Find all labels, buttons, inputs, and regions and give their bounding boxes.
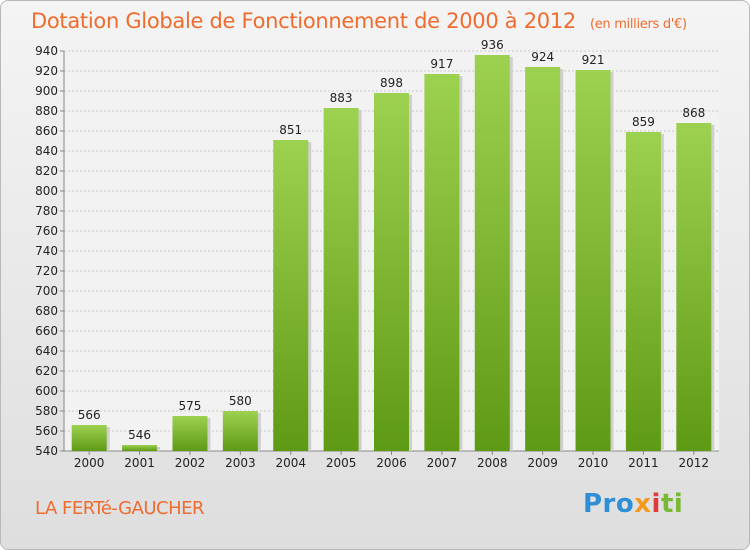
x-tick-label: 2007 — [427, 456, 458, 470]
y-tick-label: 840 — [35, 144, 58, 158]
bar — [525, 67, 561, 451]
bar-value-label: 859 — [632, 115, 655, 129]
y-tick-label: 740 — [35, 244, 58, 258]
bar — [374, 93, 409, 451]
x-tick-label: 2000 — [74, 456, 105, 470]
bar — [273, 140, 309, 451]
y-tick-label: 760 — [35, 224, 58, 238]
x-tick-label: 2006 — [376, 456, 407, 470]
bar — [323, 108, 359, 451]
bar — [575, 70, 611, 451]
x-tick-label: 2003 — [225, 456, 256, 470]
y-tick-label: 860 — [35, 124, 58, 138]
x-tick-label: 2005 — [326, 456, 357, 470]
proxiti-logo: Proxiti — [583, 489, 683, 519]
bar — [676, 123, 712, 451]
y-tick-label: 600 — [35, 384, 58, 398]
bar-value-label: 851 — [279, 123, 302, 137]
y-tick-label: 720 — [35, 264, 58, 278]
x-tick-label: 2008 — [477, 456, 508, 470]
bar — [71, 425, 107, 451]
x-tick-label: 2010 — [578, 456, 609, 470]
y-tick-label: 620 — [35, 364, 58, 378]
x-tick-label: 2001 — [124, 456, 155, 470]
bar — [424, 74, 460, 451]
x-tick-label: 2011 — [628, 456, 659, 470]
bar-value-label: 898 — [380, 76, 403, 90]
bar-value-label: 936 — [481, 38, 504, 52]
bar-value-label: 868 — [682, 106, 705, 120]
chart-title: Dotation Globale de Fonctionnement de 20… — [31, 9, 687, 33]
bar — [122, 445, 158, 451]
y-tick-label: 680 — [35, 304, 58, 318]
city-name: LA FERTé-GAUCHER — [35, 498, 205, 519]
bar-value-label: 575 — [179, 399, 202, 413]
x-tick-label: 2009 — [527, 456, 558, 470]
bar — [222, 411, 258, 451]
logo-part-1: Pro — [583, 489, 635, 519]
y-tick-label: 580 — [35, 404, 58, 418]
bar-value-label: 917 — [430, 57, 453, 71]
title-text: Dotation Globale de Fonctionnement de 20… — [31, 9, 576, 33]
y-tick-label: 700 — [35, 284, 58, 298]
x-tick-label: 2002 — [175, 456, 206, 470]
bar-value-label: 883 — [330, 91, 353, 105]
x-tick-label: 2004 — [275, 456, 306, 470]
y-tick-label: 540 — [35, 444, 58, 458]
y-tick-label: 940 — [35, 44, 58, 58]
bar — [474, 55, 510, 451]
logo-part-4: ti — [660, 489, 684, 519]
x-tick-label: 2012 — [679, 456, 710, 470]
bar-value-label: 580 — [229, 394, 252, 408]
y-tick-label: 900 — [35, 84, 58, 98]
y-tick-label: 820 — [35, 164, 58, 178]
bar-value-label: 546 — [128, 428, 151, 442]
y-tick-label: 880 — [35, 104, 58, 118]
bar-value-label: 566 — [78, 408, 101, 422]
logo-part-2: x — [634, 489, 652, 519]
y-tick-label: 660 — [35, 324, 58, 338]
y-tick-label: 560 — [35, 424, 58, 438]
bar — [172, 416, 208, 451]
bar-value-label: 924 — [531, 50, 554, 64]
y-tick-label: 800 — [35, 184, 58, 198]
y-tick-label: 640 — [35, 344, 58, 358]
bar — [625, 132, 661, 451]
logo-part-3: i — [651, 489, 661, 519]
y-tick-label: 780 — [35, 204, 58, 218]
chart-subtitle: (en milliers d'€) — [589, 17, 687, 32]
y-tick-label: 920 — [35, 64, 58, 78]
bar-value-label: 921 — [582, 53, 605, 67]
